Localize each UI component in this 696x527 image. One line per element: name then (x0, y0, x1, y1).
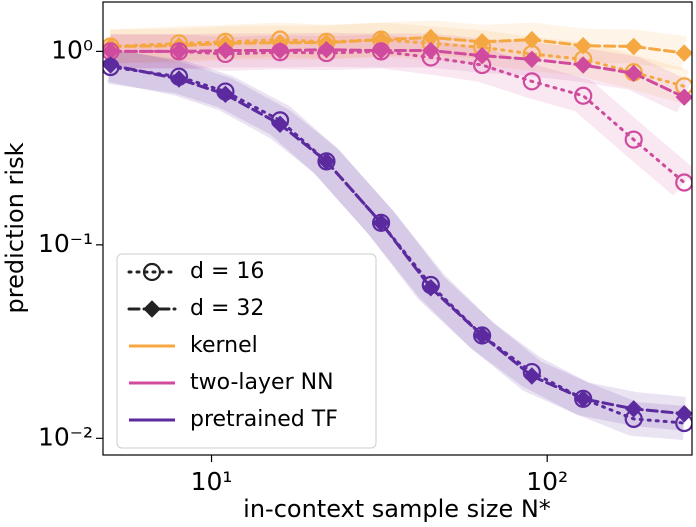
marker (675, 405, 692, 423)
y-axis-label: prediction risk (1, 142, 29, 313)
marker (317, 41, 336, 59)
marker (372, 41, 390, 60)
marker (271, 41, 289, 60)
marker (675, 44, 692, 62)
marker (523, 30, 541, 49)
marker (142, 262, 162, 282)
marker (574, 86, 593, 105)
legend-label: d = 16 (190, 259, 264, 284)
legend-frame (116, 253, 377, 449)
marker (675, 173, 692, 192)
marker (422, 279, 440, 297)
series-line (108, 63, 686, 416)
legend-label: two-layer NN (190, 370, 334, 395)
marker (216, 85, 235, 104)
marker (624, 37, 643, 56)
x-axis-label: in-context sample size N* (243, 495, 551, 523)
marker (372, 214, 390, 232)
marker (574, 56, 592, 74)
marker (522, 72, 541, 91)
legend-label: kernel (190, 333, 258, 358)
marker (574, 36, 592, 55)
marker (624, 130, 643, 149)
x-tick-label: 10² (526, 467, 568, 496)
marker (170, 70, 188, 88)
marker (574, 390, 592, 408)
marker (473, 46, 491, 65)
y-tick-label: 10⁻¹ (38, 229, 93, 258)
marker (675, 88, 692, 106)
marker (103, 56, 120, 74)
marker (170, 42, 188, 61)
plot-area (103, 20, 692, 440)
marker (624, 64, 643, 83)
x-tick-label: 10¹ (191, 467, 233, 496)
plot-frame (102, 1, 693, 456)
marker (473, 326, 491, 345)
marker (624, 400, 643, 418)
marker (523, 50, 541, 69)
legend-label: pretrained TF (190, 407, 338, 432)
marker (422, 41, 440, 60)
marker (271, 115, 289, 133)
marker (143, 300, 161, 318)
legend-label: d = 32 (190, 296, 264, 321)
y-tick-label: 10⁰ (51, 35, 93, 64)
marker (216, 41, 235, 60)
y-tick-label: 10⁻² (38, 422, 93, 451)
legend: d = 16 d = 32 kernel two-layer NN pretrained… (116, 253, 377, 449)
marker (317, 152, 336, 171)
marker (523, 367, 541, 385)
